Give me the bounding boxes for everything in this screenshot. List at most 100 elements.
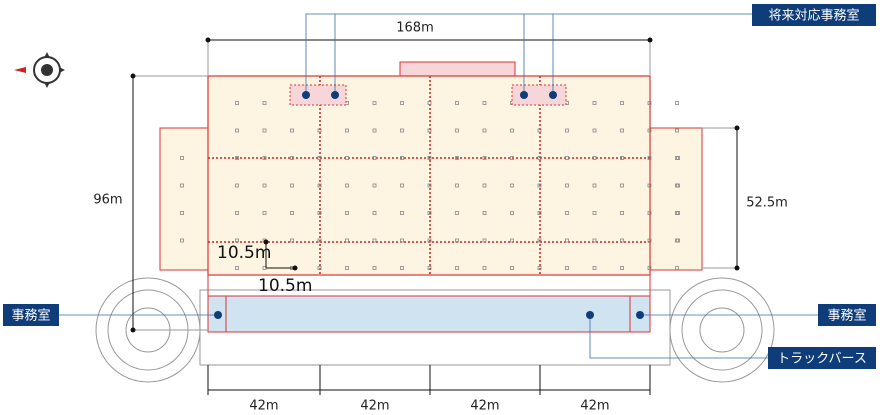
top-core <box>399 61 516 77</box>
column <box>565 156 569 160</box>
column <box>345 211 349 215</box>
column <box>400 156 404 160</box>
columns <box>180 101 680 270</box>
column <box>235 183 239 188</box>
column <box>510 156 514 160</box>
label-truck-berth: トラックバース <box>777 352 867 367</box>
column <box>372 156 377 160</box>
column <box>565 183 569 188</box>
dim-bay: 42m <box>249 399 278 414</box>
column <box>317 266 322 270</box>
column <box>482 211 487 215</box>
column <box>235 128 239 133</box>
column <box>317 156 322 160</box>
column <box>262 101 267 105</box>
column <box>676 156 680 160</box>
column <box>620 266 624 270</box>
column <box>455 211 459 215</box>
column <box>372 128 377 133</box>
column <box>592 183 597 188</box>
column <box>647 211 652 215</box>
column <box>455 128 459 133</box>
column <box>482 128 487 133</box>
dim-depth: 96m <box>93 193 122 208</box>
column <box>400 266 404 270</box>
column <box>290 128 294 133</box>
column <box>647 101 652 105</box>
column <box>317 183 322 188</box>
column <box>592 156 597 160</box>
column <box>317 211 322 215</box>
dim-bay: 42m <box>470 399 499 414</box>
dim-wing: 52.5m <box>746 196 788 211</box>
column <box>482 266 487 270</box>
compass <box>14 52 65 88</box>
column <box>180 238 184 243</box>
column <box>345 266 349 270</box>
left-wing <box>159 127 209 271</box>
column <box>455 101 459 105</box>
column <box>455 238 459 243</box>
dim-bay: 42m <box>580 399 609 414</box>
column <box>592 101 597 105</box>
column <box>592 128 597 133</box>
column <box>482 183 487 188</box>
column <box>455 183 459 188</box>
column <box>345 156 349 160</box>
column <box>510 266 514 270</box>
column <box>510 211 514 215</box>
label-office: 事務室 <box>11 308 50 324</box>
column <box>235 156 239 160</box>
dim-width: 168m <box>396 21 433 36</box>
column <box>676 183 680 188</box>
column <box>592 266 597 270</box>
column <box>427 101 432 105</box>
column <box>647 183 652 188</box>
column <box>372 266 377 270</box>
column <box>620 128 624 133</box>
column <box>180 211 184 215</box>
column <box>400 238 404 243</box>
column <box>400 211 404 215</box>
column <box>262 183 267 188</box>
label-office: 事務室 <box>827 308 866 324</box>
column <box>235 238 239 243</box>
column <box>565 211 569 215</box>
column <box>537 266 542 270</box>
column <box>565 128 569 133</box>
column <box>676 211 680 215</box>
column <box>317 238 322 243</box>
column <box>372 101 377 105</box>
label-box <box>752 4 876 26</box>
column <box>427 266 432 270</box>
column <box>455 266 459 270</box>
column <box>400 128 404 133</box>
column <box>675 128 679 133</box>
column <box>345 238 349 243</box>
column <box>262 128 267 133</box>
column <box>235 101 239 105</box>
column <box>180 156 184 160</box>
column <box>510 128 514 133</box>
dim-span: 10.5m <box>217 243 271 263</box>
column <box>620 211 624 215</box>
column <box>675 101 679 105</box>
column <box>592 238 597 243</box>
warehouse <box>207 75 651 276</box>
column <box>427 183 432 188</box>
column <box>262 211 267 215</box>
column <box>620 156 624 160</box>
column <box>565 238 569 243</box>
dimension-dots <box>130 37 740 333</box>
column <box>537 128 542 133</box>
column <box>676 238 680 243</box>
column <box>647 128 652 133</box>
label-box <box>768 347 876 369</box>
column <box>427 238 432 243</box>
column <box>592 211 597 215</box>
column <box>510 238 514 243</box>
column <box>537 211 542 215</box>
column <box>372 211 377 215</box>
column <box>235 266 239 270</box>
column <box>675 266 679 270</box>
